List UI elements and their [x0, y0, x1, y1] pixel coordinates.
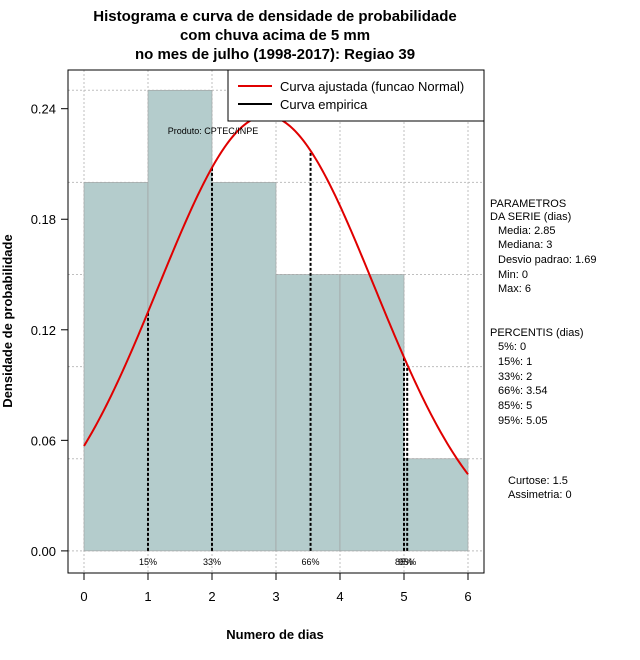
percentil-5: 5%: 0: [498, 341, 526, 353]
legend-box: [227, 69, 485, 122]
histogram-bar: [83, 182, 149, 552]
params-title-1: PARAMETROS: [490, 198, 566, 210]
assimetria: Assimetria: 0: [508, 489, 572, 501]
side-panel: PARAMETROS DA SERIE (dias) Media: 2.85 M…: [490, 198, 596, 501]
param-min: Min: 0: [498, 269, 528, 281]
x-axis-title: Numero de dias: [226, 627, 324, 642]
title-line-1: Histograma e curva de densidade de proba…: [93, 8, 456, 25]
percentile-label: 95%: [398, 557, 416, 567]
histogram-bar: [403, 458, 469, 552]
y-tick-label: 0.18: [31, 212, 56, 227]
percentile-lines: [147, 150, 409, 551]
histogram-bar: [275, 274, 341, 552]
title-line-2: com chuva acima de 5 mm: [180, 27, 370, 44]
percentil-85: 85%: 5: [498, 400, 532, 412]
legend: Curva ajustada (funcao Normal) Curva emp…: [227, 69, 485, 122]
histogram-bar: [211, 182, 277, 552]
percentil-33: 33%: 2: [498, 371, 532, 383]
title-line-3: no mes de julho (1998-2017): Regiao 39: [135, 46, 415, 63]
percentis-title: PERCENTIS (dias): [490, 327, 584, 339]
param-mediana: Mediana: 3: [498, 239, 552, 251]
x-tick-label: 5: [400, 589, 407, 604]
y-axis-title: Densidade de probabilidade: [0, 234, 15, 407]
x-tick-label: 6: [464, 589, 471, 604]
param-media: Media: 2.85: [498, 225, 555, 237]
param-desvio: Desvio padrao: 1.69: [498, 254, 596, 266]
histogram-bar: [147, 89, 213, 552]
y-tick-label: 0.24: [31, 102, 56, 117]
percentile-label: 15%: [139, 557, 157, 567]
chart-title: Histograma e curva de densidade de proba…: [93, 8, 456, 63]
x-tick-label: 2: [208, 589, 215, 604]
credit-label: Produto: CPTEC/INPE: [168, 126, 259, 136]
curtose: Curtose: 1.5: [508, 475, 568, 487]
params-title-2: DA SERIE (dias): [490, 211, 571, 223]
legend-empirical-label: Curva empirica: [280, 97, 368, 112]
y-tick-label: 0.06: [31, 433, 56, 448]
y-axis: 0.00 0.06 0.12 0.18 0.24: [31, 102, 69, 559]
percentil-66: 66%: 3.54: [498, 385, 548, 397]
percentile-label: 85%: [395, 557, 413, 567]
histogram-bar: [339, 274, 405, 552]
histogram-bars: [83, 89, 469, 552]
percentile-label: 66%: [302, 557, 320, 567]
percentile-label: 33%: [203, 557, 221, 567]
y-tick-label: 0.12: [31, 323, 56, 338]
x-tick-label: 4: [336, 589, 343, 604]
param-max: Max: 6: [498, 283, 531, 295]
y-tick-label: 0.00: [31, 544, 56, 559]
x-tick-label: 3: [272, 589, 279, 604]
x-tick-label: 1: [144, 589, 151, 604]
percentile-labels: 15% 33% 66% 85%95%: [139, 557, 416, 567]
x-axis: 0 1 2 3 4 5 6: [80, 572, 472, 604]
percentil-15: 15%: 1: [498, 356, 532, 368]
x-tick-label: 0: [80, 589, 87, 604]
legend-fit-label: Curva ajustada (funcao Normal): [280, 79, 464, 94]
percentil-95: 95%: 5.05: [498, 415, 548, 427]
